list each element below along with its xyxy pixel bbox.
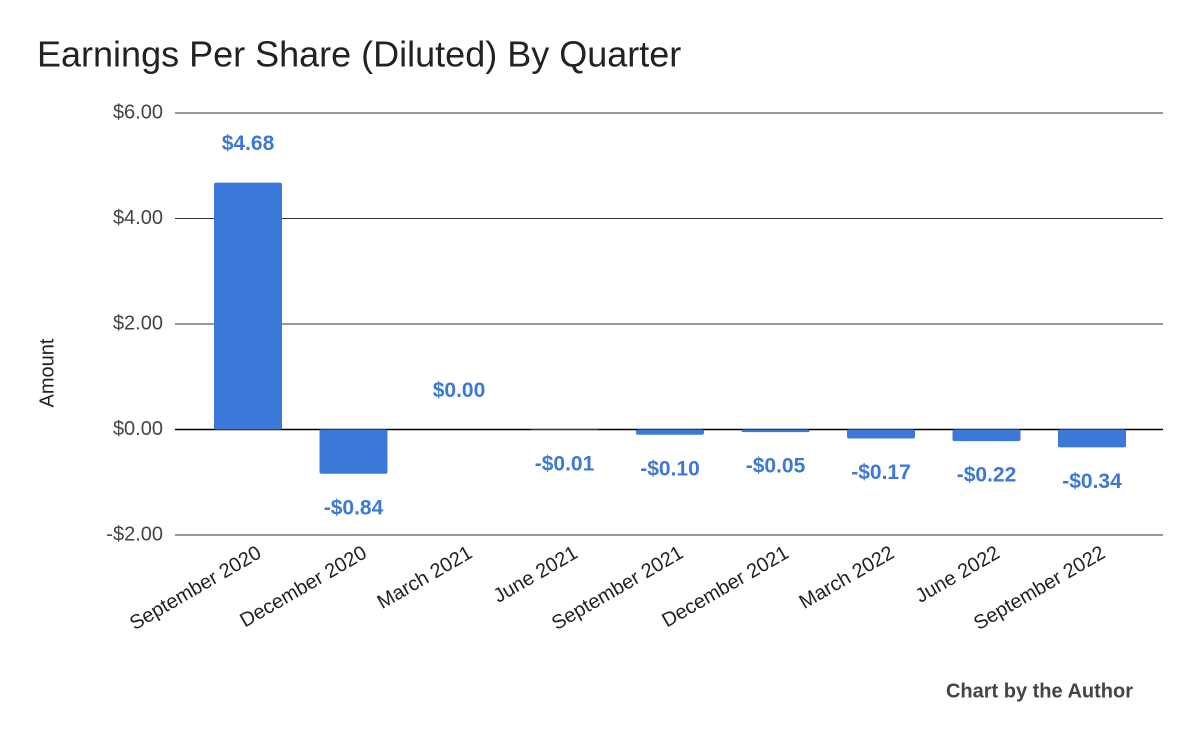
y-tick-label: $0.00 — [113, 418, 163, 440]
value-label: $0.00 — [433, 379, 486, 402]
value-label: -$0.84 — [324, 496, 384, 519]
chart-title: Earnings Per Share (Diluted) By Quarter — [37, 34, 681, 75]
value-label: -$0.22 — [957, 464, 1017, 487]
bar — [952, 429, 1021, 442]
value-label: -$0.10 — [640, 457, 700, 480]
bar — [636, 429, 704, 435]
y-tick-label: $6.00 — [113, 101, 163, 123]
bar — [847, 429, 915, 439]
y-tick-label: $4.00 — [113, 207, 163, 229]
bar — [1058, 429, 1126, 448]
bar — [319, 429, 388, 474]
value-label: -$0.05 — [746, 455, 806, 478]
footer-note: Chart by the Author — [946, 680, 1133, 702]
value-label: -$0.01 — [535, 453, 595, 476]
y-tick-label: $2.00 — [113, 312, 163, 334]
y-tick-label: -$2.00 — [106, 523, 163, 545]
value-label: -$0.34 — [1062, 470, 1122, 493]
bar — [741, 429, 810, 433]
y-axis-label: Amount — [36, 338, 58, 407]
value-label: -$0.17 — [851, 461, 911, 484]
bar — [530, 429, 599, 431]
bar — [214, 182, 282, 430]
value-label: $4.68 — [222, 132, 275, 155]
